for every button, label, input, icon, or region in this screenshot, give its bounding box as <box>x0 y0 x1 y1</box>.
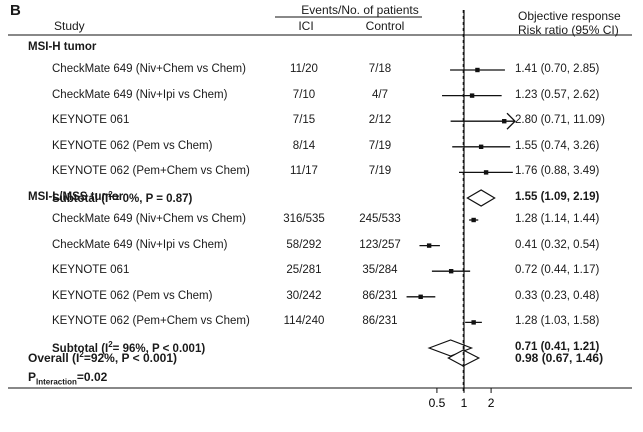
study-label-g1-s0: CheckMate 649 (Niv+Chem vs Chem) <box>52 213 246 225</box>
study-label-g1-s4: KEYNOTE 062 (Pem+Chem vs Chem) <box>52 315 250 328</box>
ci-arrow-g0-s2 <box>506 112 516 130</box>
ici-events-g1-s4: 114/240 <box>283 315 325 328</box>
study-label-g0-s4: KEYNOTE 062 (Pem+Chem vs Chem) <box>52 165 250 178</box>
study-label-g1-s3: KEYNOTE 062 (Pem vs Chem) <box>52 289 213 302</box>
control-events-g0-s4: 7/19 <box>368 165 392 178</box>
effect-header-line1: Objective response <box>518 9 621 23</box>
overall-ci: 0.98 (0.67, 1.46) <box>515 351 604 365</box>
point-g0-s4 <box>483 170 489 175</box>
ci-text-g1-s4: 1.28 (1.03, 1.58) <box>515 315 600 328</box>
effect-header-line2: Risk ratio (95% CI) <box>518 23 619 37</box>
subtotal-ci-1: 0.71 (0.41, 1.21) <box>515 341 600 353</box>
control-events-g0-s0: 7/18 <box>368 63 392 75</box>
ci-text-g0-s1: 1.23 (0.57, 2.62) <box>515 88 600 101</box>
overall-label: Overall (I2=92%, P < 0.001) <box>28 350 177 365</box>
ici-events-g1-s2: 25/281 <box>286 264 322 277</box>
control-events-g1-s1: 123/257 <box>359 238 401 251</box>
study-header: Study <box>54 19 85 33</box>
x-tick-label-1: 1 <box>461 396 468 410</box>
study-label-g0-s2: KEYNOTE 061 <box>52 114 130 127</box>
ci-text-g0-s3: 1.55 (0.74, 3.26) <box>515 139 600 152</box>
control-header: Control <box>365 19 405 33</box>
subtotal-diamond-0 <box>466 189 496 207</box>
control-events-g0-s1: 4/7 <box>372 88 388 101</box>
subtotal-label-0: Subtotal (I2= 0%, P = 0.87) <box>52 190 193 205</box>
ci-text-g0-s2: 2.80 (0.71, 11.09) <box>515 114 605 127</box>
ici-events-g1-s3: 30/242 <box>286 289 322 302</box>
point-g0-s1 <box>469 93 475 98</box>
point-g1-s0 <box>471 217 476 223</box>
study-label-g1-s2: KEYNOTE 061 <box>52 264 130 277</box>
point-g0-s3 <box>478 144 484 149</box>
control-events-g0-s3: 7/19 <box>368 139 392 152</box>
point-g1-s2 <box>448 269 454 274</box>
x-tick-label-0: 0.5 <box>429 396 446 410</box>
study-label-g0-s1: CheckMate 649 (Niv+Ipi vs Chem) <box>52 88 228 101</box>
interaction-p: PInteraction=0.02 <box>28 370 108 387</box>
panel-label: B <box>10 2 21 19</box>
ci-text-g0-s4: 1.76 (0.88, 3.49) <box>515 165 600 178</box>
point-g0-s2 <box>502 119 507 124</box>
point-g0-s0 <box>475 67 480 73</box>
ci-text-g1-s3: 0.33 (0.23, 0.48) <box>515 289 600 302</box>
control-events-g1-s3: 86/231 <box>362 289 398 302</box>
ici-events-g0-s4: 11/17 <box>290 165 318 178</box>
ici-events-g1-s1: 58/292 <box>286 238 322 251</box>
events-group-header: Events/No. of patients <box>301 3 419 17</box>
ci-text-g0-s0: 1.41 (0.70, 2.85) <box>515 63 600 75</box>
ici-events-g0-s3: 8/14 <box>292 139 316 152</box>
ici-events-g0-s0: 11/20 <box>290 63 318 75</box>
ici-header: ICI <box>298 19 314 33</box>
subtotal-ci-0: 1.55 (1.09, 2.19) <box>515 191 600 203</box>
ici-events-g0-s2: 7/15 <box>292 114 316 127</box>
x-tick-label-2: 2 <box>488 396 495 410</box>
control-events-g1-s4: 86/231 <box>362 315 398 328</box>
ci-text-g1-s0: 1.28 (1.14, 1.44) <box>515 213 600 225</box>
control-events-g0-s2: 2/12 <box>368 114 392 127</box>
ci-text-g1-s2: 0.72 (0.44, 1.17) <box>515 264 600 277</box>
point-g1-s4 <box>471 320 476 325</box>
ci-text-g1-s1: 0.41 (0.32, 0.54) <box>515 238 600 251</box>
point-g1-s3 <box>418 294 423 299</box>
group-header-1: MSI-L/MSS tumor <box>28 191 124 203</box>
control-events-g1-s2: 35/284 <box>362 264 398 277</box>
point-g1-s1 <box>426 243 432 248</box>
study-label-g1-s1: CheckMate 649 (Niv+Ipi vs Chem) <box>52 238 228 251</box>
ici-events-g0-s1: 7/10 <box>292 88 316 101</box>
group-header-0: MSI-H tumor <box>28 41 97 53</box>
subtotal-label-1: Subtotal (I2= 96%, P < 0.001) <box>52 340 206 355</box>
control-events-g1-s0: 245/533 <box>359 213 401 225</box>
study-label-g0-s3: KEYNOTE 062 (Pem vs Chem) <box>52 139 213 152</box>
study-label-g0-s0: CheckMate 649 (Niv+Chem vs Chem) <box>52 63 246 75</box>
ici-events-g1-s0: 316/535 <box>283 213 325 225</box>
